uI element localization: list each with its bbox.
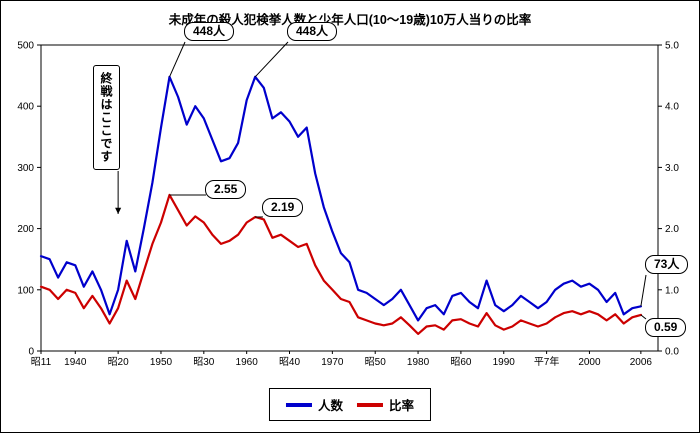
legend-item-ratio: 比率: [357, 395, 414, 414]
annotation-war-end-bubble: 終戦はここです: [93, 65, 120, 170]
svg-text:1950: 1950: [150, 357, 173, 368]
annotation-ratio-peak2-219: 2.19: [262, 198, 304, 217]
svg-text:400: 400: [17, 102, 34, 113]
svg-text:昭40: 昭40: [279, 356, 301, 368]
legend-label-count: 人数: [317, 399, 343, 413]
svg-text:昭60: 昭60: [450, 356, 472, 368]
svg-text:2000: 2000: [578, 357, 601, 368]
svg-text:1960: 1960: [236, 357, 259, 368]
svg-text:昭20: 昭20: [108, 356, 130, 368]
svg-text:1970: 1970: [321, 357, 344, 368]
svg-text:1980: 1980: [407, 357, 430, 368]
svg-text:5.0: 5.0: [665, 41, 679, 52]
svg-text:4.0: 4.0: [665, 102, 679, 113]
svg-text:昭50: 昭50: [365, 356, 387, 368]
svg-text:1.0: 1.0: [665, 285, 679, 296]
svg-text:昭30: 昭30: [193, 356, 215, 368]
svg-text:0.0: 0.0: [665, 347, 679, 358]
svg-text:昭11: 昭11: [31, 356, 52, 368]
svg-text:1990: 1990: [493, 357, 516, 368]
svg-text:300: 300: [17, 163, 34, 174]
svg-text:2.0: 2.0: [665, 224, 679, 235]
annotation-last-count-73: 73人: [645, 255, 689, 274]
svg-text:500: 500: [17, 41, 34, 52]
annotation-peak2-448: 448人: [287, 22, 338, 41]
legend-line-ratio-swatch: [357, 402, 383, 407]
legend-item-count: 人数: [285, 395, 343, 414]
svg-text:200: 200: [17, 224, 34, 235]
legend: 人数 比率: [268, 388, 432, 421]
svg-text:3.0: 3.0: [665, 163, 679, 174]
svg-text:2006: 2006: [630, 357, 653, 368]
annotation-peak1-448: 448人: [184, 22, 235, 41]
svg-text:0: 0: [28, 347, 34, 358]
svg-text:1940: 1940: [64, 357, 87, 368]
annotation-last-ratio-059: 0.59: [645, 318, 687, 337]
svg-text:平7年: 平7年: [534, 355, 560, 368]
chart-title: 未成年の殺人犯検挙人数と少年人口(10～19歳)10万人当りの比率: [168, 13, 532, 27]
legend-line-count-swatch: [285, 402, 312, 407]
annotation-ratio-peak1-255: 2.55: [205, 180, 247, 199]
legend-label-ratio: 比率: [389, 399, 415, 413]
svg-text:100: 100: [17, 285, 34, 296]
